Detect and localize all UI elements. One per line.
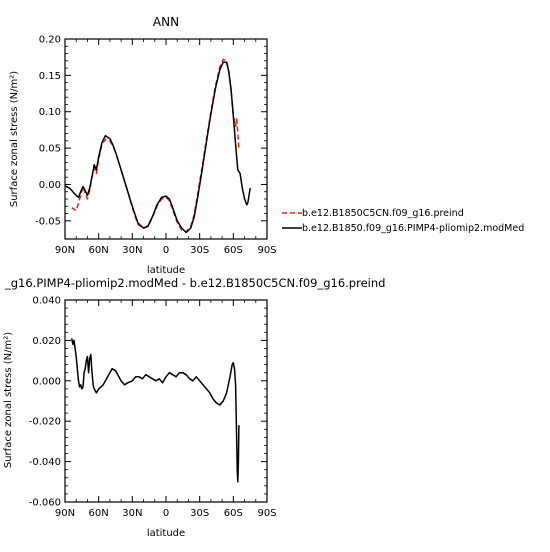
x-tick-label: 90S [257, 245, 276, 256]
chart-ann: ANN Surface zonal stress (N/m²) latitude… [9, 15, 277, 276]
series-line-0 [71, 58, 240, 233]
plot-frame [64, 38, 268, 240]
y-tick-label: -0.05 [35, 216, 61, 227]
series-group [70, 338, 240, 483]
x-tick-label: 90N [55, 245, 75, 256]
y-tick-label: -0.020 [29, 417, 61, 428]
y-tick-label: 0.040 [32, 296, 61, 307]
y-tick-label: -0.060 [29, 498, 61, 509]
y-axis-label: Surface zonal stress (N/m²) [9, 71, 20, 207]
legend: b.e12.B1850C5CN.f09_g16.preind b.e12.B18… [282, 208, 524, 234]
series-line-0 [70, 338, 240, 483]
x-axis-label: latitude [147, 528, 185, 539]
chart-title: ANN [153, 15, 179, 29]
chart-difference: _g16.PIMP4-pliomip2.modMed - b.e12.B1850… [3, 276, 385, 539]
x-tick-label: 30N [122, 245, 142, 256]
axis-ticks: 90N 60N 30N 0 30S 60S 90S 0.20 0.15 0.10 0.05 0.00 -… [35, 35, 276, 257]
x-tick-label: 0 [163, 245, 169, 256]
y-tick-label: -0.040 [29, 457, 61, 468]
x-tick-label: 30S [190, 508, 209, 519]
x-tick-label: 90N [55, 508, 75, 519]
series-line-1 [64, 61, 251, 234]
y-tick-label: 0.00 [39, 180, 61, 191]
x-tick-label: 60N [89, 508, 109, 519]
y-tick-label: 0.20 [39, 35, 61, 46]
x-axis-label: latitude [147, 265, 185, 276]
legend-label-preind: b.e12.B1850C5CN.f09_g16.preind [302, 208, 464, 219]
y-tick-label: 0.05 [39, 144, 61, 155]
x-tick-label: 90S [257, 508, 276, 519]
legend-label-modmed: b.e12.B1850.f09_g16.PIMP4-pliomip2.modMe… [302, 223, 524, 234]
x-tick-label: 60S [224, 245, 243, 256]
x-tick-label: 0 [163, 508, 169, 519]
axis-ticks: 90N 60N 30N 0 30S 60S 90S 0.040 0.020 0.000 -0.020… [29, 296, 277, 520]
series-group [64, 58, 251, 234]
chart-title: _g16.PIMP4-pliomip2.modMed - b.e12.B1850… [4, 276, 385, 290]
y-tick-label: 0.000 [32, 376, 61, 387]
x-tick-label: 60N [89, 245, 109, 256]
y-axis-label: Surface zonal stress (N/m²) [3, 332, 14, 468]
y-tick-label: 0.10 [39, 107, 61, 118]
x-tick-label: 60S [224, 508, 243, 519]
x-tick-label: 30N [122, 508, 142, 519]
x-tick-label: 30S [190, 245, 209, 256]
y-tick-label: 0.020 [32, 336, 61, 347]
y-tick-label: 0.15 [39, 71, 61, 82]
